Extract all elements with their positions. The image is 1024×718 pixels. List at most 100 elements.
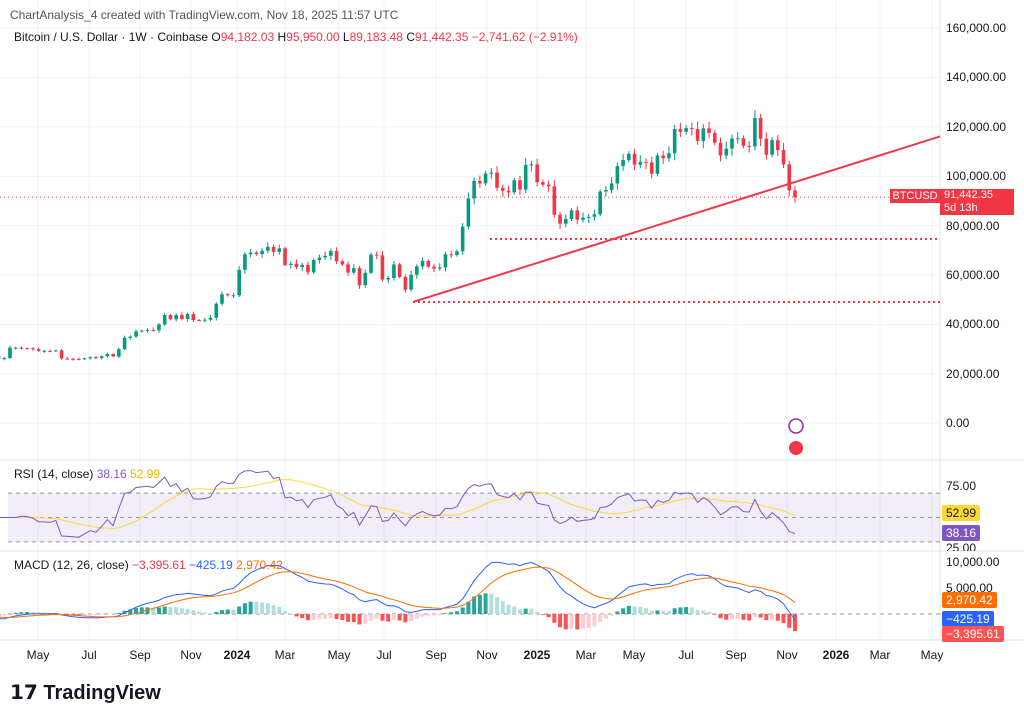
candle-body — [208, 317, 213, 320]
macd-histogram-bar — [495, 597, 500, 614]
candle-body — [76, 359, 81, 361]
macd-axis-5000: 5,000.00 — [946, 581, 993, 595]
macd-histogram-bar — [191, 610, 196, 614]
candle-body — [558, 214, 562, 224]
candle-body — [437, 267, 442, 269]
candle-body — [432, 266, 436, 269]
candle-body — [586, 216, 591, 218]
rsi-line — [0, 470, 796, 538]
macd-histogram-bar — [151, 607, 156, 614]
macd-histogram-bar — [500, 601, 505, 614]
rsi-ma-tag: 52.99 — [942, 505, 981, 521]
macd-histogram-bar — [145, 607, 150, 614]
candle-body — [99, 356, 104, 359]
candle-body — [363, 272, 368, 286]
macd-histogram-bar — [569, 614, 574, 629]
macd-histogram-bar — [558, 614, 563, 628]
time-tick: Nov — [180, 648, 202, 662]
candle-body — [776, 140, 780, 151]
macd-histogram-bar — [174, 607, 179, 614]
candle-body — [466, 198, 471, 227]
trendline — [412, 135, 941, 303]
candle-body — [311, 259, 316, 273]
macd-histogram-bar — [254, 601, 259, 614]
candle-body — [506, 190, 511, 193]
candle-body — [741, 138, 746, 146]
candle-body — [220, 294, 224, 304]
candle-body — [455, 251, 459, 256]
candle-body — [225, 294, 230, 296]
macd-histogram-bar — [535, 611, 540, 614]
macd-histogram-bar — [466, 601, 471, 614]
rsi-title[interactable]: RSI (14, close) — [14, 467, 94, 481]
macd-histogram-bar — [695, 610, 700, 614]
candle-body — [266, 246, 270, 251]
macd-histogram-bar — [260, 602, 265, 614]
macd-histogram-bar — [283, 610, 288, 614]
symbol-title[interactable]: Bitcoin / U.S. Dollar · 1W · Coinbase — [14, 30, 209, 44]
candle-body — [31, 348, 35, 350]
macd-histogram-bar — [386, 614, 391, 622]
macd-histogram-bar — [317, 614, 322, 620]
macd-title[interactable]: MACD (12, 26, close) — [14, 558, 129, 572]
macd-histogram-bar — [523, 608, 528, 614]
macd-histogram-bar — [76, 614, 81, 616]
candle-body — [472, 180, 476, 199]
candle-body — [552, 186, 557, 215]
time-tick: 2025 — [523, 648, 551, 662]
macd-histogram-bar — [678, 607, 683, 614]
tv-logo-icon: 𝟭𝟳 — [10, 682, 44, 704]
time-tick: Jul — [81, 648, 97, 662]
candle-body — [277, 248, 282, 252]
tradingview-logo[interactable]: 𝟭𝟳 TradingView — [10, 680, 161, 705]
macd-line — [0, 561, 796, 620]
candle-body — [604, 190, 608, 192]
candle-body — [254, 252, 259, 255]
candle-body — [162, 315, 167, 325]
candle-body — [678, 129, 683, 132]
macd-histogram-bar — [432, 614, 437, 616]
candle-body — [134, 331, 138, 337]
candle-body — [672, 129, 677, 154]
candle-body — [191, 314, 196, 321]
bar-countdown: 5d 13h — [944, 202, 978, 214]
candle-body — [449, 254, 453, 256]
macd-histogram-bar — [512, 606, 517, 614]
macd-histogram-bar — [328, 614, 333, 619]
candle-body — [627, 153, 631, 160]
macd-histogram-bar — [128, 609, 133, 614]
macd-histogram-bar — [116, 612, 121, 614]
macd-histogram-bar — [477, 594, 482, 614]
time-tick: May — [327, 648, 351, 662]
price-tick: 140,000.00 — [946, 70, 1007, 85]
macd-signal-value: 2,970.42 — [236, 558, 283, 572]
macd-histogram-bar — [237, 606, 242, 614]
ohlc-legend: Bitcoin / U.S. Dollar · 1W · Coinbase O9… — [14, 30, 578, 44]
rsi-ma-value: 52.99 — [130, 467, 161, 481]
candle-body — [283, 248, 287, 265]
price-tick: 160,000.00 — [946, 21, 1007, 35]
candle-body — [260, 250, 264, 255]
macd-histogram-bar — [391, 614, 396, 620]
time-tick: May — [26, 648, 50, 662]
macd-hist-value: −3,395.61 — [132, 558, 186, 572]
candle-body — [701, 128, 706, 141]
candle-body — [157, 324, 161, 331]
macd-histogram-bar — [139, 607, 144, 614]
macd-histogram-bar — [781, 614, 786, 624]
candle-body — [317, 257, 322, 260]
candle-body — [569, 210, 574, 219]
candle-body — [48, 350, 52, 352]
macd-histogram-bar — [25, 612, 30, 614]
candle-body — [667, 153, 671, 159]
macd-histogram-bar — [775, 614, 780, 621]
candle-body — [231, 295, 236, 297]
macd-histogram-bar — [202, 612, 207, 614]
candle-body — [724, 148, 729, 156]
candle-body — [122, 337, 127, 350]
candle-body — [346, 264, 350, 273]
candle-body — [88, 357, 93, 359]
macd-histogram-bar — [735, 614, 740, 620]
macd-histogram-bar — [340, 614, 345, 621]
